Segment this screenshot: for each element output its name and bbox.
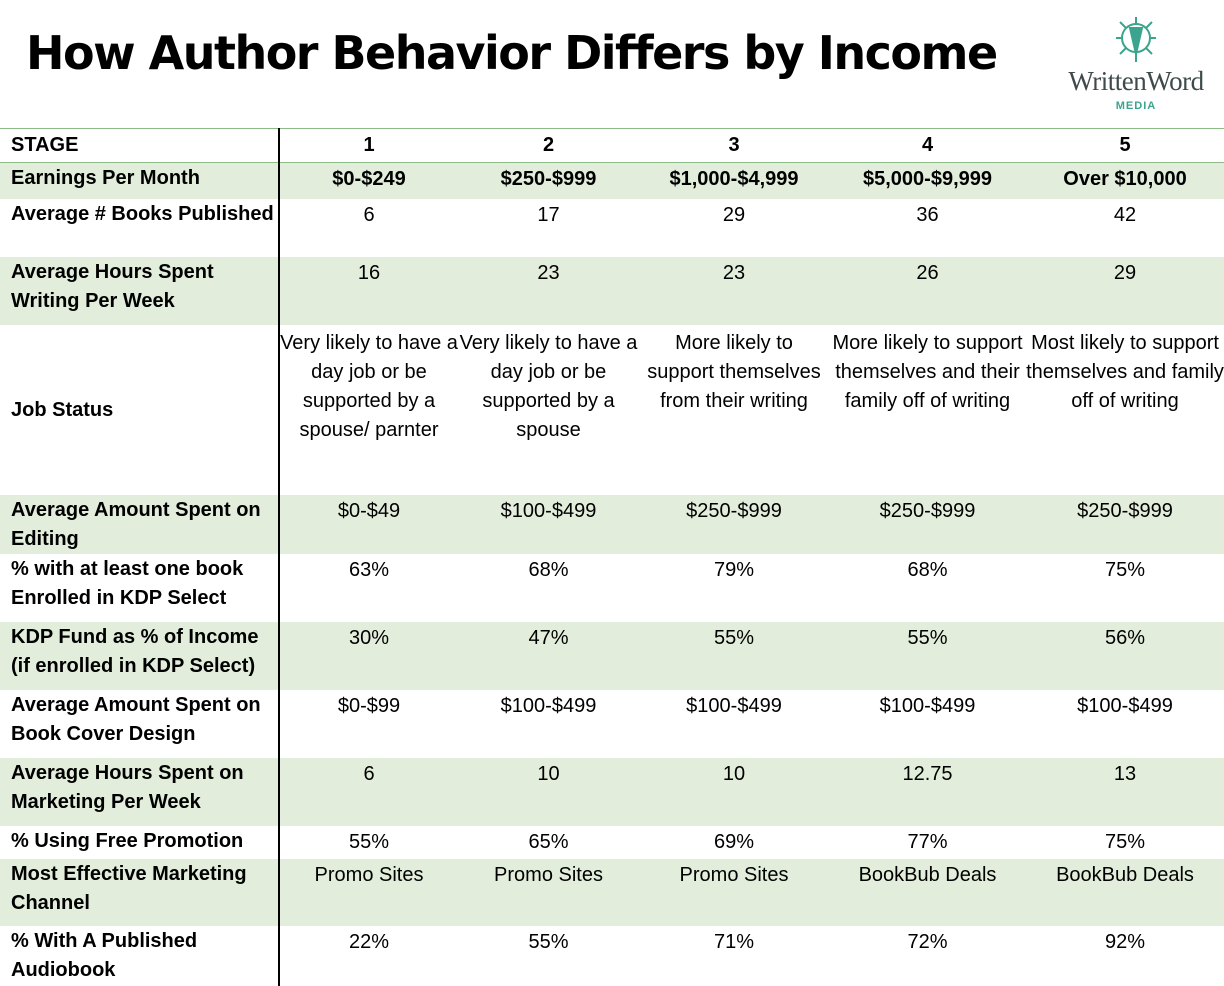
table-cell: 72%	[907, 930, 948, 953]
table-row: Average Hours Spent Writing Per Week 16 …	[0, 256, 1224, 325]
row-label: Job Status	[0, 324, 280, 495]
table-cell: Promo Sites	[458, 858, 639, 926]
table-row: % with at least one book Enrolled in KDP…	[0, 553, 1224, 622]
table-cell: 55%	[528, 930, 569, 953]
table-cell: 56%	[1026, 621, 1224, 690]
table-row: Average Hours Spent on Marketing Per Wee…	[0, 757, 1224, 826]
table-cell: Most likely to support themselves and fa…	[1026, 331, 1224, 412]
row-label: Most Effective Marketing Channel	[0, 858, 280, 926]
table-cell: 71%	[713, 930, 755, 953]
stage-4-header: 4	[829, 128, 1026, 163]
table-cell: Promo Sites	[279, 858, 458, 926]
table-cell: 55%	[348, 830, 390, 853]
table-row: KDP Fund as % of Income (if enrolled in …	[0, 621, 1224, 690]
table-cell: 6	[363, 203, 375, 226]
table-cell: 68%	[907, 558, 948, 581]
row-label: % With A Published Audiobook	[0, 925, 280, 986]
table-cell: 16	[279, 256, 458, 325]
logo-wordmark: WrittenWord	[1068, 66, 1204, 96]
row-label: Average Hours Spent Writing Per Week	[0, 256, 280, 325]
table-cell: 42	[1113, 203, 1137, 226]
table-row: Average # Books Published 6 17 29 36 42	[0, 198, 1224, 257]
table-row: Job Status Very likely to have a day job…	[0, 324, 1224, 495]
table-cell: 30%	[279, 621, 458, 690]
stage-1-header: 1	[279, 128, 458, 163]
table-cell: $5,000-$9,999	[829, 162, 1026, 199]
income-stage-table: STAGE 1 2 3 4 5 Earnings Per Month $0-$2…	[0, 128, 1224, 986]
table-cell: BookBub Deals	[1026, 858, 1224, 926]
writtenword-logo: WrittenWord MEDIA	[1062, 14, 1210, 114]
table-header-row: STAGE 1 2 3 4 5	[0, 128, 1224, 163]
row-label: Earnings Per Month	[0, 162, 280, 199]
table-cell: 29	[722, 203, 746, 226]
table-cell: More likely to support themselves and th…	[832, 331, 1023, 412]
table-cell: 69%	[713, 830, 755, 853]
table-cell: Very likely to have a day job or be supp…	[459, 331, 638, 441]
table-cell: 13	[1026, 757, 1224, 826]
table-cell: 77%	[907, 830, 948, 853]
table-cell: Very likely to have a day job or be supp…	[280, 331, 458, 441]
table-cell: $250-$999	[1026, 494, 1224, 554]
table-cell: 79%	[713, 558, 755, 581]
row-label: Average # Books Published	[0, 198, 280, 257]
table-cell: 63%	[348, 558, 390, 581]
table-row: Average Amount Spent on Editing $0-$49 $…	[0, 494, 1224, 554]
row-label: Average Amount Spent on Book Cover Desig…	[0, 689, 280, 758]
table-cell: 55%	[829, 621, 1026, 690]
row-label: Average Amount Spent on Editing	[0, 494, 280, 554]
page-title: How Author Behavior Differs by Income	[26, 26, 998, 80]
table-cell: $100-$499	[458, 494, 639, 554]
table-cell: $0-$99	[337, 694, 401, 717]
table-row: Most Effective Marketing Channel Promo S…	[0, 858, 1224, 926]
table-cell: 23	[639, 256, 829, 325]
logo-subtitle: MEDIA	[1115, 100, 1157, 112]
table-cell: 10	[458, 757, 639, 826]
table-cell: 6	[279, 757, 458, 826]
table-cell: $250-$999	[639, 494, 829, 554]
table-cell: 10	[639, 757, 829, 826]
stage-3-header: 3	[639, 128, 829, 163]
table-cell: 65%	[528, 830, 569, 853]
table-cell: $0-$49	[279, 494, 458, 554]
table-cell: 92%	[1104, 930, 1146, 953]
table-cell: 26	[829, 256, 1026, 325]
table-cell: $100-$499	[1077, 694, 1173, 717]
table-row: Average Amount Spent on Book Cover Desig…	[0, 689, 1224, 758]
row-label: KDP Fund as % of Income (if enrolled in …	[0, 621, 280, 690]
table-cell: 75%	[1104, 558, 1146, 581]
table-cell: Promo Sites	[639, 858, 829, 926]
table-cell: 75%	[1104, 830, 1146, 853]
pen-nib-icon	[1116, 17, 1156, 62]
table-cell: $100-$499	[879, 694, 976, 717]
table-cell: More likely to support themselves from t…	[647, 331, 821, 412]
table-cell: $100-$499	[500, 694, 597, 717]
table-cell: 23	[458, 256, 639, 325]
table-cell: $1,000-$4,999	[639, 162, 829, 199]
stage-header: STAGE	[0, 128, 280, 163]
table-cell: 22%	[348, 930, 390, 953]
stage-5-header: 5	[1026, 128, 1224, 163]
table-cell: $250-$999	[829, 494, 1026, 554]
row-label: Average Hours Spent on Marketing Per Wee…	[0, 757, 280, 826]
stage-2-header: 2	[458, 128, 639, 163]
table-cell: BookBub Deals	[829, 858, 1026, 926]
table-cell: 12.75	[829, 757, 1026, 826]
table-cell: $250-$999	[458, 162, 639, 199]
table-cell: 36	[916, 203, 939, 226]
row-label: % with at least one book Enrolled in KDP…	[0, 553, 280, 622]
table-cell: $100-$499	[686, 694, 782, 717]
table-row: % With A Published Audiobook 22% 55% 71%…	[0, 925, 1224, 986]
table-cell: 29	[1026, 256, 1224, 325]
table-cell: 17	[537, 203, 560, 226]
table-row: % Using Free Promotion 55% 65% 69% 77% 7…	[0, 825, 1224, 859]
row-label: % Using Free Promotion	[0, 825, 280, 859]
table-cell: $0-$249	[279, 162, 458, 199]
table-cell: Over $10,000	[1026, 162, 1224, 199]
table-cell: 55%	[639, 621, 829, 690]
table-row: Earnings Per Month $0-$249 $250-$999 $1,…	[0, 162, 1224, 199]
table-cell: 47%	[458, 621, 639, 690]
table-cell: 68%	[528, 558, 569, 581]
